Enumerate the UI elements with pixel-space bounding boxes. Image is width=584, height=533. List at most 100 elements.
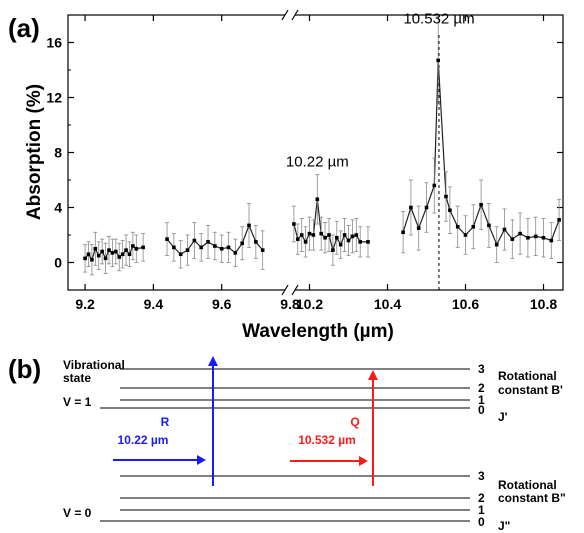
data-point-2-16 — [354, 233, 359, 237]
x-tick-label-6: 10.6 — [452, 296, 479, 312]
y-tick-label-2: 8 — [54, 145, 62, 161]
data-point-3-7 — [448, 208, 452, 213]
y-tick-label-0: 0 — [54, 255, 62, 271]
absorption-chart: 0 4 8 12 16 9.2 9.4 9.6 9.810.2 10.4 10.6 10.8 10.22… — [46, 9, 564, 312]
data-point-3-21 — [557, 218, 561, 222]
data-point-1-10 — [233, 251, 238, 255]
series-line-segment-3 — [402, 60, 560, 247]
energy-level-diagram: Vibrational state V = 1 V = 0 3 2 1 0 Ro… — [63, 356, 566, 533]
y-axis-title: Absorption (%) — [24, 84, 45, 220]
lower-rotational-label-1: Rotational — [498, 478, 557, 492]
x-tick-label-5: 10.4 — [374, 296, 401, 312]
axis-break-mark-b-0 — [291, 9, 299, 21]
axis-break-gap-0 — [285, 9, 295, 21]
data-point-1-3 — [185, 248, 190, 252]
q-photon-arrowhead — [359, 456, 368, 466]
data-point-3-5 — [436, 58, 440, 63]
data-point-1-4 — [192, 238, 197, 243]
data-point-0-16 — [141, 245, 145, 250]
data-point-3-1 — [409, 205, 413, 210]
x-tick-label-4: 10.2 — [296, 296, 323, 312]
upper-j-label: J' — [498, 410, 508, 424]
data-point-1-7 — [213, 244, 217, 248]
x-tick-label-0: 9.2 — [75, 296, 95, 312]
data-point-3-0 — [401, 230, 405, 235]
data-point-0-9 — [114, 249, 118, 254]
data-point-1-11 — [240, 241, 244, 246]
panel-a-label: (a) — [8, 13, 40, 43]
data-point-0-3 — [93, 246, 98, 251]
data-point-3-9 — [463, 233, 468, 237]
data-point-3-19 — [541, 235, 546, 240]
lower-level-2-label: 2 — [478, 491, 485, 505]
data-point-2-14 — [346, 238, 351, 243]
data-point-1-1 — [172, 245, 176, 250]
lower-level-0-label: 0 — [478, 515, 485, 529]
peak-annotation-1: 10.532 µm — [403, 11, 474, 28]
upper-level-0-label: 0 — [478, 403, 485, 417]
y-tick-label-1: 4 — [54, 200, 62, 216]
lower-level-1-label: 1 — [478, 503, 485, 517]
upper-level-2-label: 2 — [478, 381, 485, 395]
data-point-0-13 — [127, 252, 132, 257]
data-point-2-2 — [299, 233, 304, 237]
data-point-0-7 — [107, 248, 111, 252]
data-point-0-4 — [96, 253, 101, 258]
data-point-2-4 — [307, 231, 312, 236]
data-point-1-9 — [226, 245, 231, 250]
data-point-1-8 — [219, 246, 224, 251]
data-point-2-1 — [296, 237, 300, 241]
r-branch-label: R — [161, 415, 170, 429]
vibrational-state-label-line2: state — [63, 371, 91, 385]
x-axis-title: Wavelength (µm) — [242, 321, 394, 342]
y-tick-label-3: 12 — [46, 90, 62, 106]
data-point-2-10 — [331, 248, 335, 252]
data-point-2-11 — [335, 235, 339, 240]
data-point-1-13 — [254, 240, 258, 244]
data-point-0-1 — [86, 252, 91, 257]
axis-break-mark-b-1 — [291, 284, 299, 296]
x-tick-label-2: 9.6 — [212, 296, 232, 312]
x-tick-label-3: 9.8 — [280, 296, 300, 312]
data-point-2-3 — [303, 240, 308, 244]
q-wavelength-label: 10.532 µm — [298, 433, 356, 447]
data-point-2-13 — [342, 233, 347, 237]
data-point-2-6 — [315, 197, 320, 202]
data-point-1-2 — [178, 252, 183, 257]
data-point-0-11 — [120, 252, 125, 257]
x-tick-label-1: 9.4 — [144, 296, 164, 312]
data-point-3-12 — [487, 223, 491, 228]
lower-level-3-label: 3 — [478, 469, 485, 483]
upper-rotational-label-2: constant B' — [498, 383, 563, 397]
upper-level-1-label: 1 — [478, 393, 485, 407]
data-point-2-7 — [319, 231, 323, 236]
data-point-0-5 — [100, 249, 104, 254]
axis-break-gap-1 — [285, 284, 295, 296]
data-point-2-12 — [338, 242, 343, 247]
data-point-3-10 — [471, 224, 476, 229]
data-point-3-11 — [479, 202, 483, 207]
data-point-0-10 — [117, 255, 122, 259]
panel-b-label: (b) — [8, 354, 41, 384]
data-point-0-2 — [90, 257, 94, 262]
data-point-0-14 — [131, 244, 135, 248]
data-point-3-13 — [494, 242, 499, 247]
peak-annotation-0: 10.22 µm — [286, 154, 349, 171]
r-wavelength-label: 10.22 µm — [118, 433, 169, 447]
data-point-3-17 — [526, 235, 530, 240]
upper-rotational-label-1: Rotational — [498, 369, 557, 383]
data-point-0-0 — [83, 256, 87, 261]
data-point-3-16 — [518, 231, 522, 236]
upper-level-3-label: 3 — [478, 362, 485, 376]
data-point-2-9 — [327, 233, 331, 237]
data-point-1-14 — [260, 248, 265, 252]
data-point-2-17 — [358, 240, 362, 244]
data-point-1-12 — [247, 223, 251, 228]
lower-j-label: J" — [498, 519, 510, 533]
v0-label: V = 0 — [63, 506, 92, 520]
data-point-2-15 — [350, 234, 355, 239]
data-point-0-6 — [103, 256, 108, 261]
data-point-1-6 — [206, 240, 210, 244]
data-point-0-8 — [110, 251, 115, 255]
